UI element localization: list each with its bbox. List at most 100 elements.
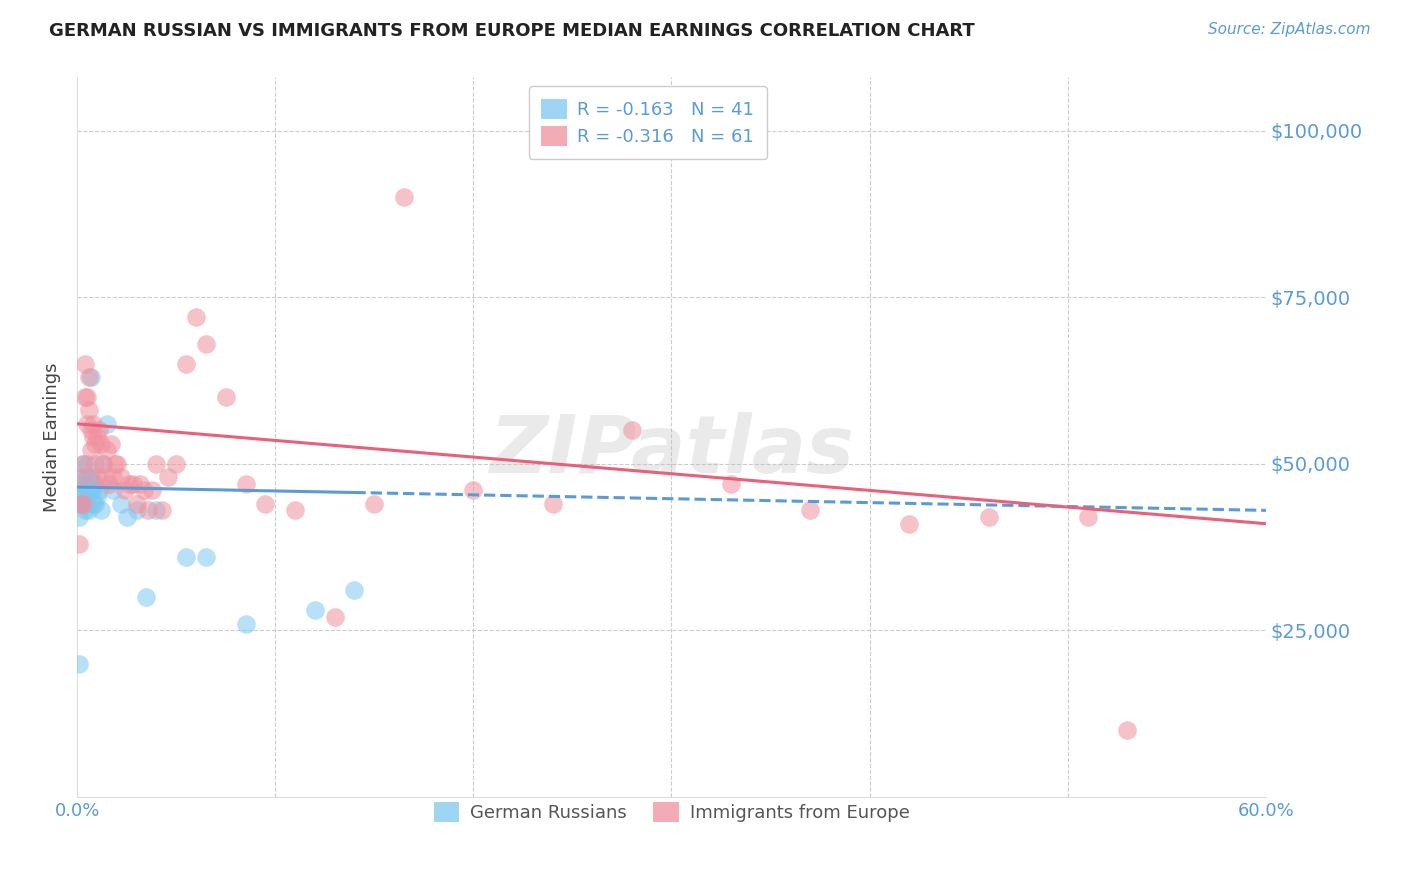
Point [72, 497, 94, 511]
Point [73, 503, 96, 517]
Point [254, 497, 277, 511]
Point [67, 657, 90, 671]
Point [343, 583, 366, 598]
Point [135, 590, 157, 604]
Point [110, 470, 132, 484]
Point [363, 497, 385, 511]
Point [70, 497, 93, 511]
Point [129, 476, 152, 491]
Point [72, 497, 94, 511]
Point [76, 417, 98, 431]
Point [184, 310, 207, 325]
Point [80, 370, 103, 384]
Point [76, 390, 98, 404]
Point [82, 483, 104, 498]
Point [77, 503, 100, 517]
Point [76, 483, 98, 498]
Point [77, 403, 100, 417]
Point [121, 476, 143, 491]
Point [86, 490, 108, 504]
Point [67, 537, 90, 551]
Point [145, 457, 167, 471]
Point [82, 430, 104, 444]
Point [80, 424, 103, 438]
Point [194, 549, 217, 564]
Point [323, 610, 346, 624]
Text: ZIPatlas: ZIPatlas [489, 412, 853, 491]
Point [117, 476, 139, 491]
Point [541, 497, 564, 511]
Point [73, 390, 96, 404]
Point [392, 190, 415, 204]
Point [620, 424, 643, 438]
Point [84, 457, 107, 471]
Point [73, 357, 96, 371]
Point [96, 417, 118, 431]
Point [73, 470, 96, 484]
Point [86, 430, 108, 444]
Point [77, 470, 100, 484]
Point [105, 457, 128, 471]
Point [174, 357, 197, 371]
Point [1116, 723, 1139, 738]
Point [77, 370, 100, 384]
Point [84, 437, 107, 451]
Point [91, 457, 114, 471]
Point [84, 497, 107, 511]
Point [101, 483, 124, 498]
Point [96, 443, 118, 458]
Point [76, 457, 98, 471]
Point [100, 437, 122, 451]
Point [72, 457, 94, 471]
Point [80, 483, 103, 498]
Point [463, 483, 485, 498]
Point [157, 470, 180, 484]
Point [898, 516, 921, 531]
Point [141, 483, 163, 498]
Point [72, 457, 94, 471]
Point [145, 503, 167, 517]
Point [720, 476, 742, 491]
Point [1077, 510, 1099, 524]
Point [94, 470, 117, 484]
Point [174, 549, 197, 564]
Point [125, 503, 148, 517]
Point [150, 503, 173, 517]
Text: Source: ZipAtlas.com: Source: ZipAtlas.com [1208, 22, 1371, 37]
Point [104, 457, 127, 471]
Point [70, 470, 93, 484]
Point [84, 476, 107, 491]
Point [110, 497, 132, 511]
Point [87, 483, 110, 498]
Point [87, 424, 110, 438]
Point [90, 437, 112, 451]
Point [194, 336, 217, 351]
Point [76, 470, 98, 484]
Point [70, 483, 93, 498]
Point [76, 497, 98, 511]
Legend: German Russians, Immigrants from Europe: German Russians, Immigrants from Europe [420, 789, 922, 835]
Point [86, 470, 108, 484]
Text: GERMAN RUSSIAN VS IMMIGRANTS FROM EUROPE MEDIAN EARNINGS CORRELATION CHART: GERMAN RUSSIAN VS IMMIGRANTS FROM EUROPE… [49, 22, 974, 40]
Point [80, 470, 103, 484]
Point [799, 503, 821, 517]
Point [70, 497, 93, 511]
Point [90, 503, 112, 517]
Point [125, 497, 148, 511]
Point [101, 470, 124, 484]
Point [977, 510, 1000, 524]
Point [284, 503, 307, 517]
Point [80, 443, 103, 458]
Point [304, 603, 326, 617]
Point [115, 510, 138, 524]
Point [235, 616, 257, 631]
Point [97, 476, 120, 491]
Point [134, 483, 156, 498]
Point [215, 390, 238, 404]
Point [72, 476, 94, 491]
Point [67, 510, 90, 524]
Point [114, 483, 136, 498]
Point [72, 490, 94, 504]
Point [165, 457, 187, 471]
Point [73, 483, 96, 498]
